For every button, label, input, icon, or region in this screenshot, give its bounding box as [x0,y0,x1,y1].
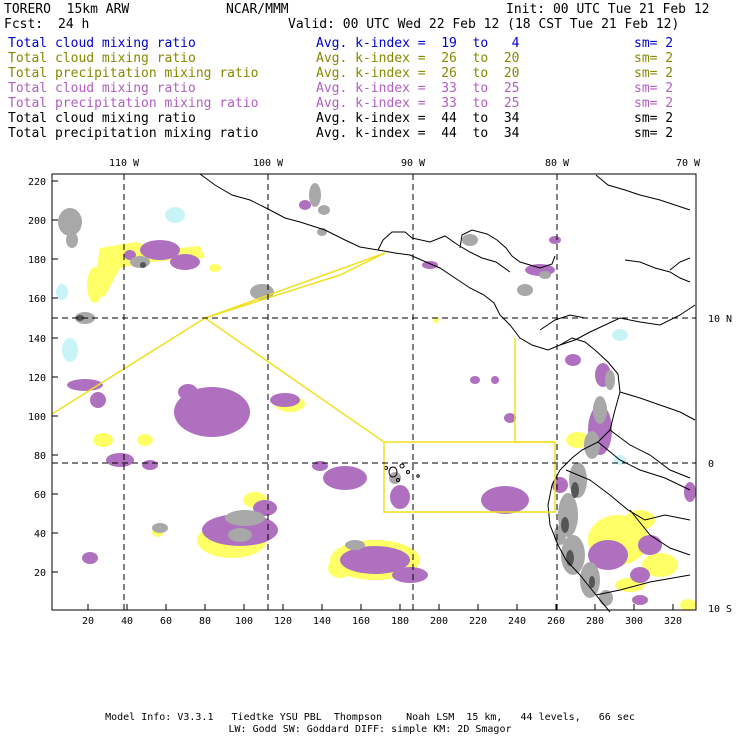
y-tick-label: 160 [28,294,46,305]
top-lon-label: 100 W [253,158,284,169]
legend-index: Avg. k-index = 26 to 20 [316,51,520,66]
x-tick-label: 80 [199,616,211,627]
y-tick-label: 220 [28,177,46,188]
legend-index: Avg. k-index = 33 to 25 [316,81,520,96]
model-info-line1: Model Info: V3.3.1 Tiedtke YSU PBL Thomp… [105,712,635,723]
legend-field: Total cloud mixing ratio [8,111,196,126]
model-info-line2: LW: Godd SW: Goddard DIFF: simple KM: 2D… [228,724,512,735]
right-lat-label: 0 [708,459,714,470]
x-tick-label: 320 [664,616,682,627]
legend-field: Total precipitation mixing ratio [8,66,259,81]
y-tick-label: 180 [28,255,46,266]
x-tick-label: 200 [430,616,448,627]
y-tick-label: 200 [28,216,46,227]
x-tick-label: 140 [313,616,331,627]
fcst-label: Fcst: [4,17,44,32]
legend-row: Total cloud mixing ratio Avg. k-index = … [8,51,738,66]
y-tick-label: 120 [28,373,46,384]
x-tick-label: 240 [508,616,526,627]
center-name: NCAR/MMM [226,2,289,17]
x-tick-label: 60 [160,616,172,627]
legend-sm: sm= 2 [634,126,674,141]
top-lon-label: 70 W [676,158,701,169]
fcst-value: 24 h [58,17,90,32]
top-lon-label: 110 W [109,158,140,169]
y-tick-label: 40 [34,529,46,540]
legend-row: Total precipitation mixing ratio Avg. k-… [8,66,738,81]
legend-sm: sm= 2 [634,51,674,66]
legend-row: Total precipitation mixing ratio Avg. k-… [8,96,738,111]
legend-row: Total cloud mixing ratio Avg. k-index = … [8,36,738,51]
nested-domain-outline [51,252,556,513]
legend-index: Avg. k-index = 26 to 20 [316,66,520,81]
model-title: TORERO 15km ARW [4,2,130,17]
y-tick-label: 60 [34,490,46,501]
legend-index: Avg. k-index = 44 to 34 [316,111,520,126]
y-tick-label: 20 [34,568,46,579]
axis-ticks [52,180,674,610]
legend-row: Total precipitation mixing ratio Avg. k-… [8,126,738,141]
legend-index: Avg. k-index = 44 to 34 [316,126,520,141]
legend-field: Total cloud mixing ratio [8,81,196,96]
x-tick-label: 280 [586,616,604,627]
legend-row: Total cloud mixing ratio Avg. k-index = … [8,111,738,126]
legend-sm: sm= 2 [634,81,674,96]
y-tick-label: 140 [28,334,46,345]
x-tick-label: 20 [82,616,94,627]
x-tick-label: 100 [235,616,253,627]
plot-frame [51,173,697,611]
init-time: Init: 00 UTC Tue 21 Feb 12 [506,2,710,17]
legend-field: Total cloud mixing ratio [8,36,196,51]
x-tick-label: 220 [469,616,487,627]
x-tick-label: 180 [391,616,409,627]
right-lat-label: 10 S [708,604,732,615]
lat-lon-grid [52,174,696,610]
top-lon-label: 80 W [545,158,570,169]
coastlines [199,173,696,613]
legend-field: Total cloud mixing ratio [8,51,196,66]
legend-sm: sm= 2 [634,111,674,126]
legend-field: Total precipitation mixing ratio [8,96,259,111]
y-tick-label: 100 [28,412,46,423]
x-tick-label: 40 [121,616,133,627]
legend-field: Total precipitation mixing ratio [8,126,259,141]
legend-index: Avg. k-index = 33 to 25 [316,96,520,111]
legend-sm: sm= 2 [634,96,674,111]
x-tick-label: 300 [625,616,643,627]
legend-index: Avg. k-index = 19 to 4 [316,36,520,51]
x-tick-label: 260 [547,616,565,627]
cloud-field-dark [76,262,595,588]
top-lon-label: 90 W [401,158,426,169]
plot-area [51,173,697,613]
legend-row: Total cloud mixing ratio Avg. k-index = … [8,81,738,96]
x-tick-label: 160 [352,616,370,627]
y-tick-label: 80 [34,451,46,462]
right-lat-label: 10 N [708,314,732,325]
legend-sm: sm= 2 [634,36,674,51]
legend-sm: sm= 2 [634,66,674,81]
valid-time: Valid: 00 UTC Wed 22 Feb 12 (18 CST Tue … [288,17,680,32]
x-tick-label: 120 [274,616,292,627]
